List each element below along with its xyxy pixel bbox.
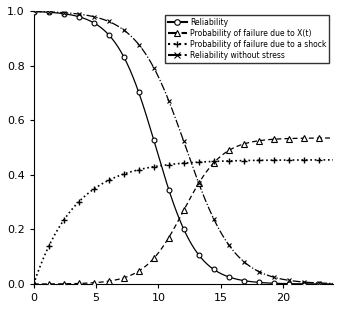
- Legend: Reliability, Probability of failure due to X(t), Probability of failure due to a: Reliability, Probability of failure due …: [165, 15, 329, 63]
